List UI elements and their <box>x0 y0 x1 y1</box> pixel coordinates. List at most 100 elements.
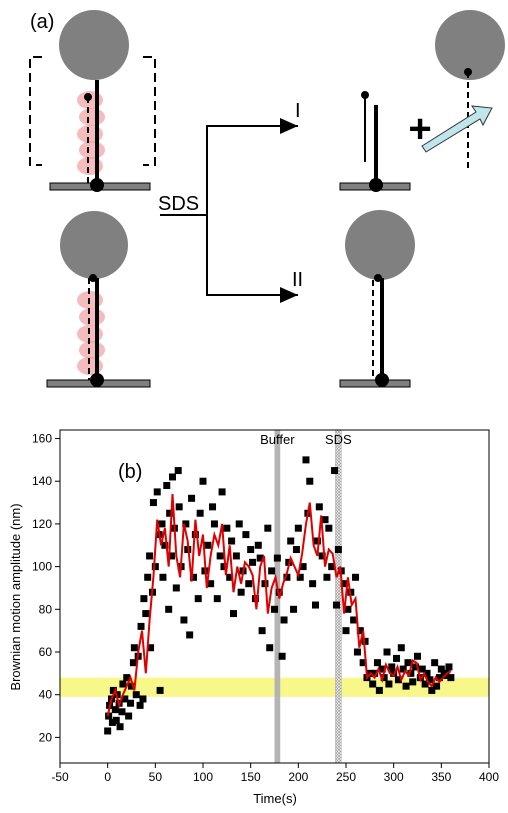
point <box>223 524 231 532</box>
point <box>235 520 243 528</box>
anchor <box>90 178 104 192</box>
point <box>216 552 224 560</box>
anchor <box>369 178 383 192</box>
anchor <box>375 373 389 387</box>
point <box>159 573 167 581</box>
point <box>168 473 176 481</box>
bead <box>345 210 415 280</box>
point <box>108 718 116 726</box>
panel-label: (b) <box>118 461 142 483</box>
point <box>151 563 159 571</box>
point <box>318 552 326 560</box>
plot-frame <box>59 429 490 764</box>
bead <box>435 10 505 80</box>
point <box>140 595 148 603</box>
point <box>299 563 307 571</box>
point <box>129 659 137 667</box>
point <box>256 554 264 562</box>
point <box>437 665 445 673</box>
event-marker <box>274 430 281 763</box>
point <box>313 537 321 545</box>
point <box>445 663 453 671</box>
point <box>315 503 323 511</box>
point <box>344 605 352 613</box>
point <box>380 674 388 682</box>
point <box>278 652 286 660</box>
event-marker <box>335 429 342 764</box>
point <box>189 573 197 581</box>
point <box>204 541 212 549</box>
point <box>228 537 236 545</box>
event-label: Buffer <box>260 432 295 447</box>
proteins <box>77 91 105 175</box>
point <box>128 682 135 690</box>
point <box>283 573 291 581</box>
point <box>375 686 383 694</box>
y-axis-label: Brownian motion amplitude (nm) <box>8 503 23 690</box>
point <box>447 674 455 682</box>
point <box>109 686 117 694</box>
point <box>137 622 145 630</box>
point <box>156 686 164 694</box>
tether-dot <box>374 274 382 282</box>
y-tick-label: 60 <box>39 645 53 659</box>
point <box>292 546 300 554</box>
point <box>213 595 221 603</box>
point <box>153 488 161 496</box>
y-tick-label: 80 <box>39 602 53 616</box>
chart: Time(s) Brownian motion amplitude (nm) B… <box>8 429 499 806</box>
x-tick-label: 400 <box>479 770 499 784</box>
point <box>199 477 207 485</box>
x-tick-label: 150 <box>241 770 261 784</box>
point <box>359 659 367 667</box>
point <box>123 674 131 682</box>
point <box>433 682 441 690</box>
point <box>180 616 188 624</box>
point <box>166 509 174 517</box>
tether-dot <box>89 274 97 282</box>
event-label: SDS <box>325 432 352 447</box>
release-arrow <box>421 105 493 153</box>
point <box>119 680 127 688</box>
point <box>409 678 417 686</box>
point <box>412 663 420 671</box>
point <box>226 573 234 581</box>
point <box>287 537 295 545</box>
y-tick-label: 160 <box>32 432 52 446</box>
point <box>118 708 126 716</box>
point <box>254 541 262 549</box>
point <box>383 648 391 656</box>
x-tick-label: 0 <box>104 770 111 784</box>
point <box>136 701 144 709</box>
tether-dot <box>361 91 369 99</box>
point <box>378 665 386 673</box>
point <box>209 503 217 511</box>
anchor <box>90 373 104 387</box>
point <box>249 558 257 566</box>
point <box>331 467 339 475</box>
point <box>230 610 238 618</box>
point <box>172 584 180 592</box>
point <box>130 644 138 652</box>
point <box>418 665 426 673</box>
point <box>296 573 304 581</box>
point <box>306 477 314 485</box>
point <box>309 580 317 588</box>
tether-dot <box>464 68 472 76</box>
plus-sign: + <box>408 107 431 151</box>
point <box>275 588 283 596</box>
x-axis-label: Time(s) <box>253 791 297 806</box>
branch-label: II <box>292 269 303 291</box>
y-tick-label: 120 <box>32 517 52 531</box>
point <box>431 659 439 667</box>
point <box>352 573 360 581</box>
x-tick-label: 350 <box>431 770 451 784</box>
point <box>182 520 190 528</box>
point <box>397 644 405 652</box>
point <box>104 727 112 735</box>
surface <box>339 379 411 388</box>
point <box>268 567 276 575</box>
bracket <box>29 56 156 166</box>
point <box>334 546 342 554</box>
